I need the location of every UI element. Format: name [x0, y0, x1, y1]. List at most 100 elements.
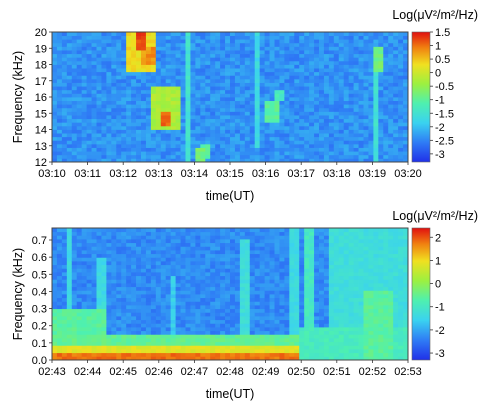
- heatmap-cell: [66, 312, 73, 317]
- heatmap-cell: [86, 319, 92, 324]
- heatmap-cell: [52, 32, 58, 37]
- heatmap-cell: [180, 100, 186, 105]
- heatmap-cell: [314, 305, 320, 310]
- heatmap-cell: [299, 257, 305, 262]
- heatmap-cell: [314, 246, 320, 251]
- heatmap-cell: [131, 235, 137, 240]
- heatmap-cell: [368, 136, 374, 141]
- heatmap-cell: [155, 151, 162, 156]
- heatmap-cell: [264, 35, 270, 40]
- heatmap-cell: [289, 261, 295, 266]
- heatmap-cell: [56, 50, 63, 55]
- heatmap-cell: [91, 261, 97, 266]
- heatmap-cell: [215, 50, 221, 55]
- heatmap-cell: [165, 283, 172, 288]
- heatmap-cell: [239, 143, 246, 148]
- heatmap-cell: [141, 78, 147, 83]
- heatmap-cell: [220, 89, 226, 94]
- heatmap-cell: [358, 319, 364, 324]
- heatmap-cell: [136, 147, 142, 152]
- heatmap-cell: [200, 246, 206, 251]
- heatmap-cell: [378, 32, 384, 37]
- heatmap-cell: [299, 82, 305, 87]
- heatmap-cell: [52, 50, 58, 55]
- heatmap-cell: [66, 253, 73, 258]
- heatmap-cell: [185, 301, 191, 306]
- heatmap-cell: [111, 104, 117, 109]
- heatmap-cell: [353, 286, 359, 291]
- heatmap-cell: [309, 158, 315, 163]
- heatmap-cell: [279, 334, 285, 339]
- heatmap-cell: [348, 330, 355, 335]
- heatmap-cell: [323, 356, 330, 361]
- heatmap-cell: [269, 46, 275, 51]
- heatmap-cell: [244, 97, 251, 102]
- heatmap-cell: [249, 301, 256, 306]
- heatmap-cell: [96, 228, 102, 233]
- heatmap-cell: [136, 122, 142, 127]
- heatmap-cell: [126, 133, 132, 138]
- heatmap-cell: [96, 100, 102, 105]
- heatmap-cell: [61, 71, 68, 76]
- heatmap-cell: [52, 151, 58, 156]
- heatmap-cell: [56, 154, 63, 159]
- heatmap-cell: [333, 42, 340, 47]
- heatmap-cell: [343, 341, 350, 346]
- heatmap-cell: [328, 39, 335, 44]
- heatmap-cell: [328, 261, 335, 266]
- heatmap-cell: [170, 107, 177, 112]
- heatmap-cell: [239, 257, 246, 262]
- heatmap-cell: [368, 349, 374, 354]
- heatmap-cell: [230, 143, 236, 148]
- heatmap-cell: [81, 257, 88, 262]
- heatmap-cell: [76, 297, 83, 302]
- heatmap-cell: [304, 42, 310, 47]
- heatmap-cell: [71, 272, 78, 277]
- heatmap-cell: [170, 297, 177, 302]
- heatmap-cell: [254, 316, 261, 321]
- heatmap-cell: [289, 42, 295, 47]
- heatmap-cell: [225, 330, 231, 335]
- heatmap-cell: [403, 68, 409, 73]
- heatmap-cell: [304, 268, 310, 273]
- heatmap-cell: [284, 86, 290, 91]
- heatmap-cell: [111, 143, 117, 148]
- heatmap-cell: [294, 356, 300, 361]
- heatmap-cell: [304, 107, 310, 112]
- heatmap-cell: [378, 78, 384, 83]
- heatmap-cell: [279, 228, 285, 233]
- heatmap-cell: [299, 334, 305, 339]
- heatmap-cell: [170, 78, 177, 83]
- heatmap-cell: [393, 133, 399, 138]
- heatmap-cell: [383, 129, 389, 134]
- heatmap-cell: [96, 53, 102, 58]
- heatmap-cell: [215, 290, 221, 295]
- heatmap-cell: [279, 104, 285, 109]
- heatmap-cell: [141, 82, 147, 87]
- heatmap-cell: [393, 42, 399, 47]
- heatmap-cell: [101, 239, 107, 244]
- heatmap-cell: [353, 253, 359, 258]
- heatmap-cell: [259, 246, 266, 251]
- heatmap-cell: [106, 319, 112, 324]
- x-tick-label: 03:16: [252, 168, 280, 180]
- heatmap-cell: [343, 257, 350, 262]
- heatmap-cell: [323, 323, 330, 328]
- heatmap-cell: [254, 290, 261, 295]
- heatmap-cell: [145, 93, 152, 98]
- heatmap-cell: [259, 228, 266, 233]
- heatmap-cell: [239, 68, 246, 73]
- heatmap-cell: [284, 242, 290, 247]
- heatmap-cell: [353, 147, 359, 152]
- heatmap-cell: [388, 93, 394, 98]
- heatmap-cell: [126, 32, 132, 37]
- heatmap-cell: [66, 118, 73, 123]
- heatmap-cell: [190, 78, 196, 83]
- heatmap-cell: [309, 275, 315, 280]
- heatmap-cell: [323, 71, 330, 76]
- heatmap-cell: [393, 122, 399, 127]
- heatmap-cell: [279, 50, 285, 55]
- heatmap-cell: [338, 334, 345, 339]
- heatmap-cell: [398, 147, 404, 152]
- heatmap-cell: [264, 308, 270, 313]
